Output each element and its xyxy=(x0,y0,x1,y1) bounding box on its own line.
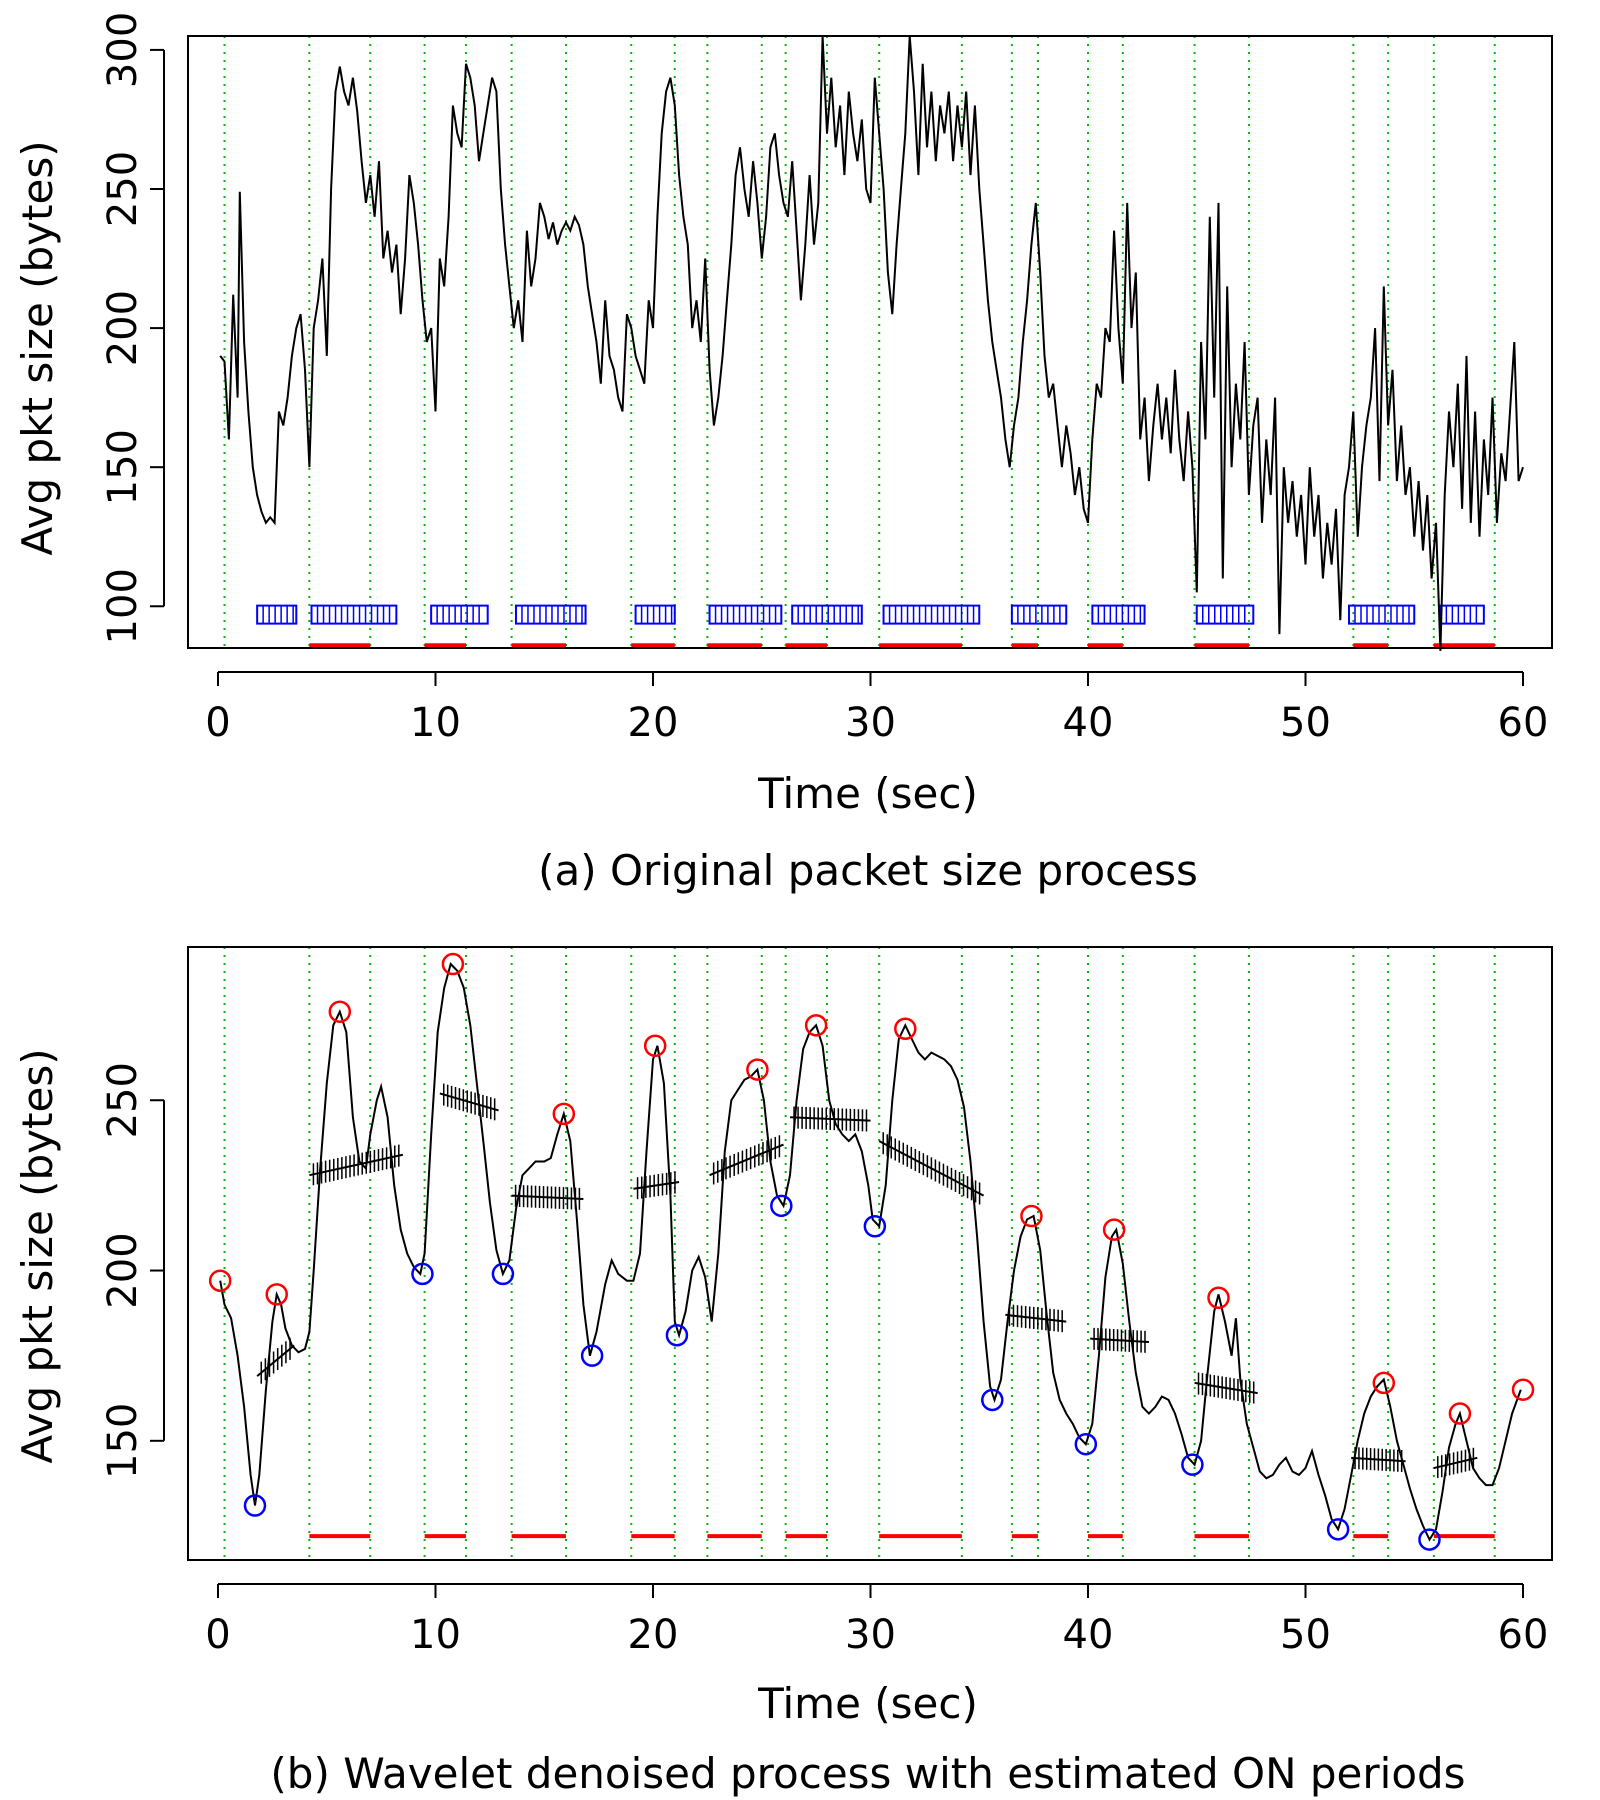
on-boundary-lines xyxy=(223,36,1496,648)
x-axis: 0 10 20 30 40 50 60 xyxy=(205,671,1549,746)
estimated-level xyxy=(709,1135,784,1185)
y-axis-title: Avg pkt size (bytes) xyxy=(13,1048,62,1463)
x-axis: 0 10 20 30 40 50 60 xyxy=(205,1583,1549,1658)
chart-panel-a: 0 10 20 30 40 50 60 100 150 200 250 300 Time (sec)… xyxy=(13,12,1553,895)
x-tick-label: 20 xyxy=(628,1612,679,1658)
detected-period-box xyxy=(1439,604,1485,625)
detected-period-box xyxy=(1195,604,1255,625)
peak-trough-markers xyxy=(208,952,1535,1551)
estimated-level xyxy=(1351,1447,1406,1472)
x-tick-label: 40 xyxy=(1063,1612,1114,1658)
x-axis-title: Time (sec) xyxy=(757,1679,978,1728)
estimated-level xyxy=(439,1083,499,1121)
peak-marker xyxy=(894,1017,917,1040)
x-tick-label: 10 xyxy=(410,1612,461,1658)
x-tick-label: 10 xyxy=(410,700,461,746)
estimated-level xyxy=(309,1144,404,1186)
y-tick-label: 250 xyxy=(100,151,146,227)
estimated-level xyxy=(256,1337,295,1384)
estimated-level xyxy=(1005,1304,1067,1333)
peak-marker xyxy=(804,1014,828,1037)
peak-marker xyxy=(643,1034,667,1058)
detected-period-box xyxy=(310,604,398,625)
peak-marker xyxy=(208,1269,232,1292)
x-tick-label: 50 xyxy=(1280,1612,1331,1658)
peak-marker xyxy=(746,1058,769,1081)
x-tick-label: 40 xyxy=(1063,700,1114,746)
x-axis-title: Time (sec) xyxy=(757,769,978,818)
y-axis: 150 200 250 xyxy=(100,1062,165,1479)
peak-marker xyxy=(328,1000,352,1023)
detected-period-box xyxy=(1010,604,1068,625)
detected-period-box xyxy=(430,604,489,625)
peak-marker xyxy=(1102,1218,1126,1241)
peak-marker xyxy=(1020,1204,1043,1228)
trough-marker xyxy=(863,1215,887,1238)
peak-marker xyxy=(265,1283,288,1306)
x-tick-label: 0 xyxy=(205,700,230,746)
detected-period-box xyxy=(791,604,863,625)
detected-period-box xyxy=(514,604,587,625)
peak-marker xyxy=(1207,1286,1230,1310)
x-tick-label: 30 xyxy=(845,1612,896,1658)
detected-period-box xyxy=(1348,604,1416,625)
trough-marker xyxy=(981,1388,1004,1412)
panel-a-caption: (a) Original packet size process xyxy=(538,846,1198,895)
peak-marker xyxy=(441,952,465,976)
denoised-series-line xyxy=(219,962,1522,1542)
panel-b-caption: (b) Wavelet denoised process with estima… xyxy=(270,1749,1465,1798)
plot-frame xyxy=(187,35,1553,649)
trough-marker xyxy=(665,1323,689,1347)
peak-marker xyxy=(1448,1402,1472,1425)
detected-periods xyxy=(256,604,1485,625)
trough-marker xyxy=(1326,1518,1350,1541)
plot-frame xyxy=(187,946,1553,1561)
y-tick-label: 300 xyxy=(100,12,146,88)
peak-marker xyxy=(1372,1371,1396,1395)
peak-marker xyxy=(1511,1378,1535,1401)
x-tick-label: 0 xyxy=(205,1612,230,1658)
y-tick-label: 250 xyxy=(100,1062,146,1138)
detected-period-box xyxy=(256,604,298,625)
y-tick-label: 100 xyxy=(100,568,146,644)
x-tick-label: 60 xyxy=(1498,700,1549,746)
trough-marker xyxy=(491,1262,515,1286)
estimated-level xyxy=(633,1171,680,1200)
x-tick-label: 20 xyxy=(628,700,679,746)
estimated-level xyxy=(789,1106,871,1132)
estimated-level xyxy=(1194,1372,1258,1404)
detected-period-box xyxy=(634,604,676,625)
detected-period-box xyxy=(882,604,981,625)
trough-marker xyxy=(580,1344,604,1367)
detected-period-box xyxy=(708,604,783,625)
estimated-level-segments xyxy=(256,1083,1478,1479)
y-tick-label: 200 xyxy=(100,290,146,366)
x-tick-label: 30 xyxy=(845,700,896,746)
trough-marker xyxy=(411,1262,434,1286)
estimated-level xyxy=(878,1132,985,1205)
trough-marker xyxy=(770,1194,793,1218)
y-axis: 100 150 200 250 300 xyxy=(100,12,165,644)
trough-marker xyxy=(243,1494,267,1517)
y-tick-label: 150 xyxy=(100,429,146,505)
y-tick-label: 200 xyxy=(100,1232,146,1308)
chart-panel-b: 0 10 20 30 40 50 60 150 200 250 Time (sec) Avg p… xyxy=(13,946,1553,1798)
trough-marker xyxy=(1074,1432,1098,1456)
estimated-level xyxy=(511,1184,584,1210)
x-tick-label: 60 xyxy=(1498,1612,1549,1658)
peak-marker xyxy=(552,1102,576,1126)
x-tick-label: 50 xyxy=(1280,700,1331,746)
trough-marker xyxy=(1181,1453,1204,1476)
trough-marker xyxy=(1418,1528,1441,1551)
detected-period-box xyxy=(1091,604,1146,625)
packet-size-series-line xyxy=(219,35,1524,651)
y-tick-label: 150 xyxy=(100,1403,146,1479)
y-axis-title: Avg pkt size (bytes) xyxy=(13,140,62,555)
